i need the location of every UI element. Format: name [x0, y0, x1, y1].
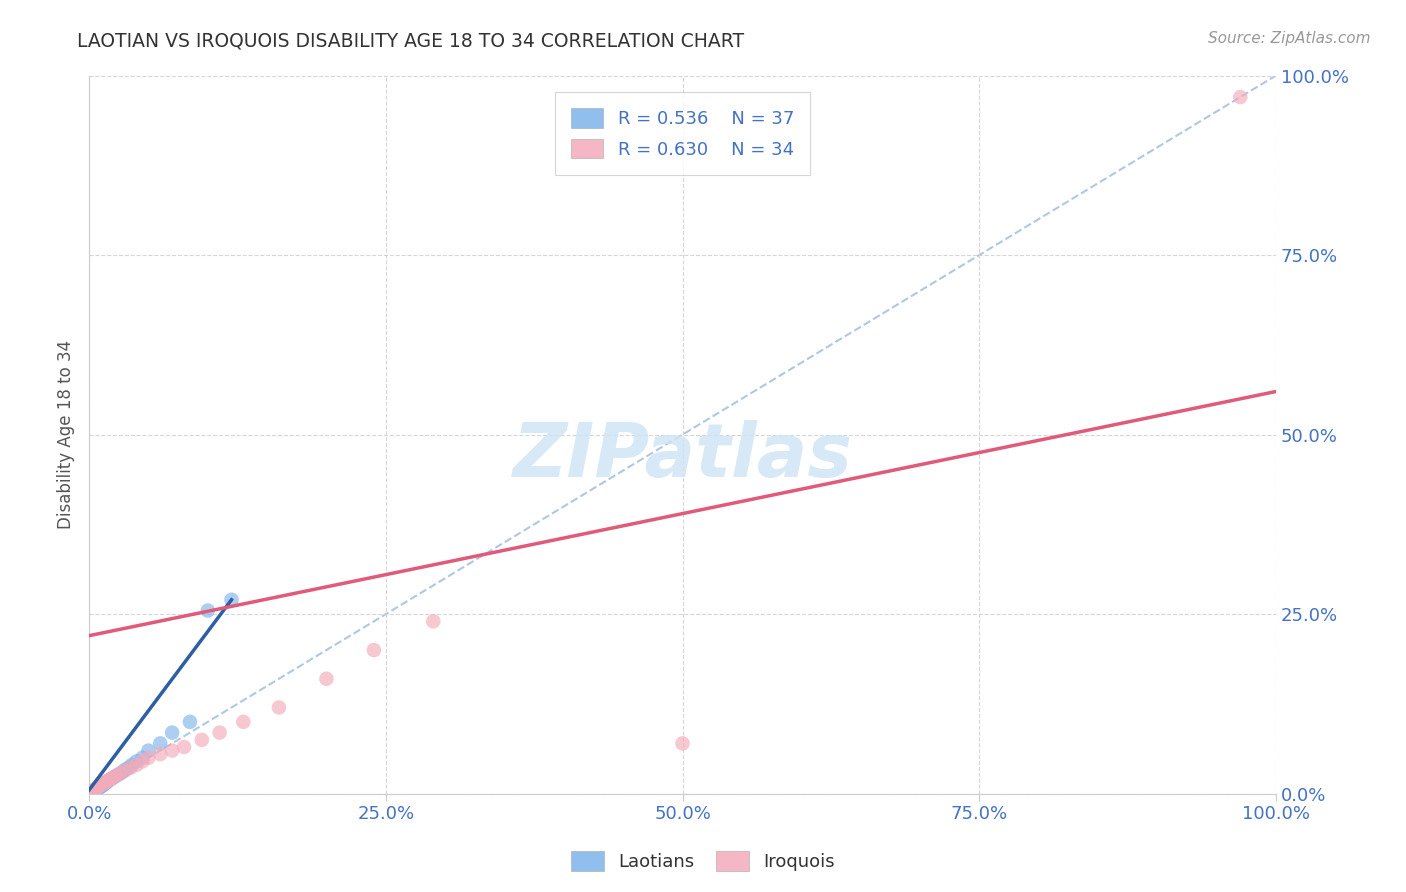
Point [160, 725, 183, 739]
Point [117, 761, 139, 775]
Point [91, 779, 114, 793]
Point [191, 732, 214, 747]
Point [77, 787, 100, 801]
Point [179, 714, 201, 729]
Point [267, 700, 290, 714]
Point [84, 781, 107, 796]
Point [101, 771, 124, 785]
Point [90, 780, 112, 794]
Point [96, 775, 118, 789]
Point [80, 785, 103, 799]
Point [131, 755, 153, 769]
Point [79, 786, 101, 800]
Point [131, 751, 153, 765]
Point [97, 773, 120, 788]
Point [105, 769, 128, 783]
Point [111, 765, 134, 780]
Point [149, 736, 172, 750]
Point [138, 743, 160, 757]
Point [208, 725, 231, 739]
Point [221, 592, 243, 607]
Point [91, 777, 114, 791]
Point [84, 782, 107, 797]
Text: Source: ZipAtlas.com: Source: ZipAtlas.com [1208, 31, 1371, 46]
Point [100, 772, 122, 787]
Point [84, 783, 107, 797]
Point [79, 786, 101, 800]
Point [84, 783, 107, 797]
Point [101, 771, 124, 785]
Point [93, 776, 115, 790]
Point [125, 758, 148, 772]
Point [114, 763, 136, 777]
Point [120, 761, 142, 775]
Point [173, 739, 195, 754]
Point [87, 780, 110, 795]
Point [84, 784, 107, 798]
Point [160, 743, 183, 757]
Point [83, 783, 105, 797]
Point [107, 767, 129, 781]
Point [87, 780, 110, 794]
Legend: R = 0.536    N = 37, R = 0.630    N = 34: R = 0.536 N = 37, R = 0.630 N = 34 [554, 92, 810, 175]
Point [138, 751, 160, 765]
Point [100, 772, 122, 787]
Point [82, 785, 104, 799]
Point [82, 784, 104, 798]
Point [94, 776, 117, 790]
Point [77, 787, 100, 801]
Point [89, 780, 111, 795]
Point [315, 672, 337, 686]
Point [86, 781, 108, 796]
Point [97, 773, 120, 788]
Point [1229, 90, 1251, 104]
Point [232, 714, 254, 729]
Point [83, 784, 105, 798]
Legend: Laotians, Iroquois: Laotians, Iroquois [564, 844, 842, 879]
Point [80, 786, 103, 800]
Point [149, 747, 172, 761]
Point [671, 736, 693, 750]
Point [104, 769, 127, 783]
Text: LAOTIAN VS IROQUOIS DISABILITY AGE 18 TO 34 CORRELATION CHART: LAOTIAN VS IROQUOIS DISABILITY AGE 18 TO… [77, 31, 744, 50]
Point [86, 780, 108, 795]
Point [84, 782, 107, 797]
Point [121, 758, 143, 772]
Point [125, 755, 148, 769]
Point [82, 784, 104, 798]
Point [114, 764, 136, 778]
Point [80, 785, 103, 799]
Text: ZIPatlas: ZIPatlas [513, 419, 852, 492]
Point [90, 778, 112, 792]
Point [108, 766, 131, 780]
Point [197, 603, 219, 617]
Point [91, 776, 114, 790]
Point [363, 643, 385, 657]
Point [422, 615, 444, 629]
Point [94, 775, 117, 789]
Y-axis label: Disability Age 18 to 34: Disability Age 18 to 34 [58, 340, 75, 529]
